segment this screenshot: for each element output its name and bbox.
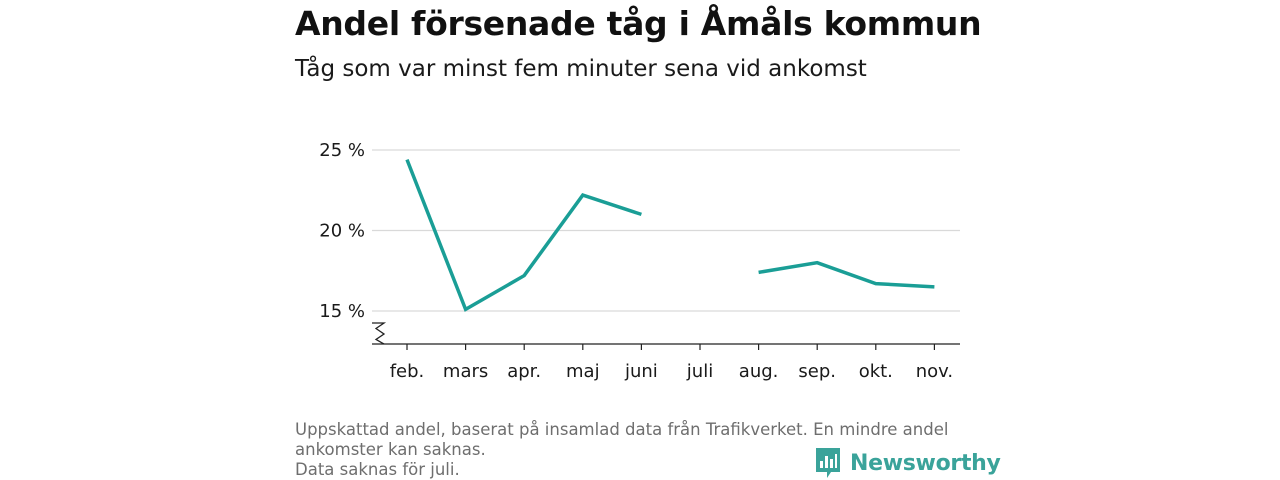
x-tick-label: maj (566, 361, 600, 382)
y-tick-label: 20 % (319, 221, 365, 242)
series-lines (405, 159, 935, 312)
x-tick-label: juli (686, 361, 713, 382)
gridlines (372, 149, 960, 312)
y-tick-label: 25 % (319, 140, 365, 161)
x-axis (372, 322, 960, 345)
series-line-segment (405, 159, 642, 312)
y-axis-ticks: 15 % 20 % 25 % (319, 140, 365, 322)
newsworthy-logo-icon (816, 448, 840, 478)
y-tick-label: 15 % (319, 301, 365, 322)
x-tick-label: okt. (859, 361, 893, 382)
x-tick-label: juni (624, 361, 658, 382)
x-tick-label: mars (443, 361, 488, 382)
axis-break-icon (372, 322, 387, 345)
x-axis-ticks: feb. mars apr. maj juni juli aug. sep. okt. nov. (390, 344, 953, 382)
x-tick-label: apr. (507, 361, 541, 382)
series-points (406, 159, 935, 310)
x-tick-label: sep. (798, 361, 836, 382)
x-tick-label: feb. (390, 361, 425, 382)
chart-subtitle: Tåg som var minst fem minuter sena vid a… (295, 56, 867, 82)
chart-title: Andel försenade tåg i Åmåls kommun (295, 4, 982, 43)
footnote-line-1: Uppskattad andel, baserat på insamlad da… (295, 420, 949, 439)
series-line-segment (758, 260, 935, 289)
footnote-line-2: ankomster kan saknas. (295, 440, 486, 459)
x-tick-label: aug. (739, 361, 779, 382)
x-tick-label: nov. (916, 361, 953, 382)
brand-logo: Newsworthy (814, 446, 1001, 480)
footnote: Uppskattad andel, baserat på insamlad da… (295, 420, 985, 480)
footnote-line-3: Data saknas för juli. (295, 460, 460, 479)
brand-name: Newsworthy (850, 450, 1001, 476)
